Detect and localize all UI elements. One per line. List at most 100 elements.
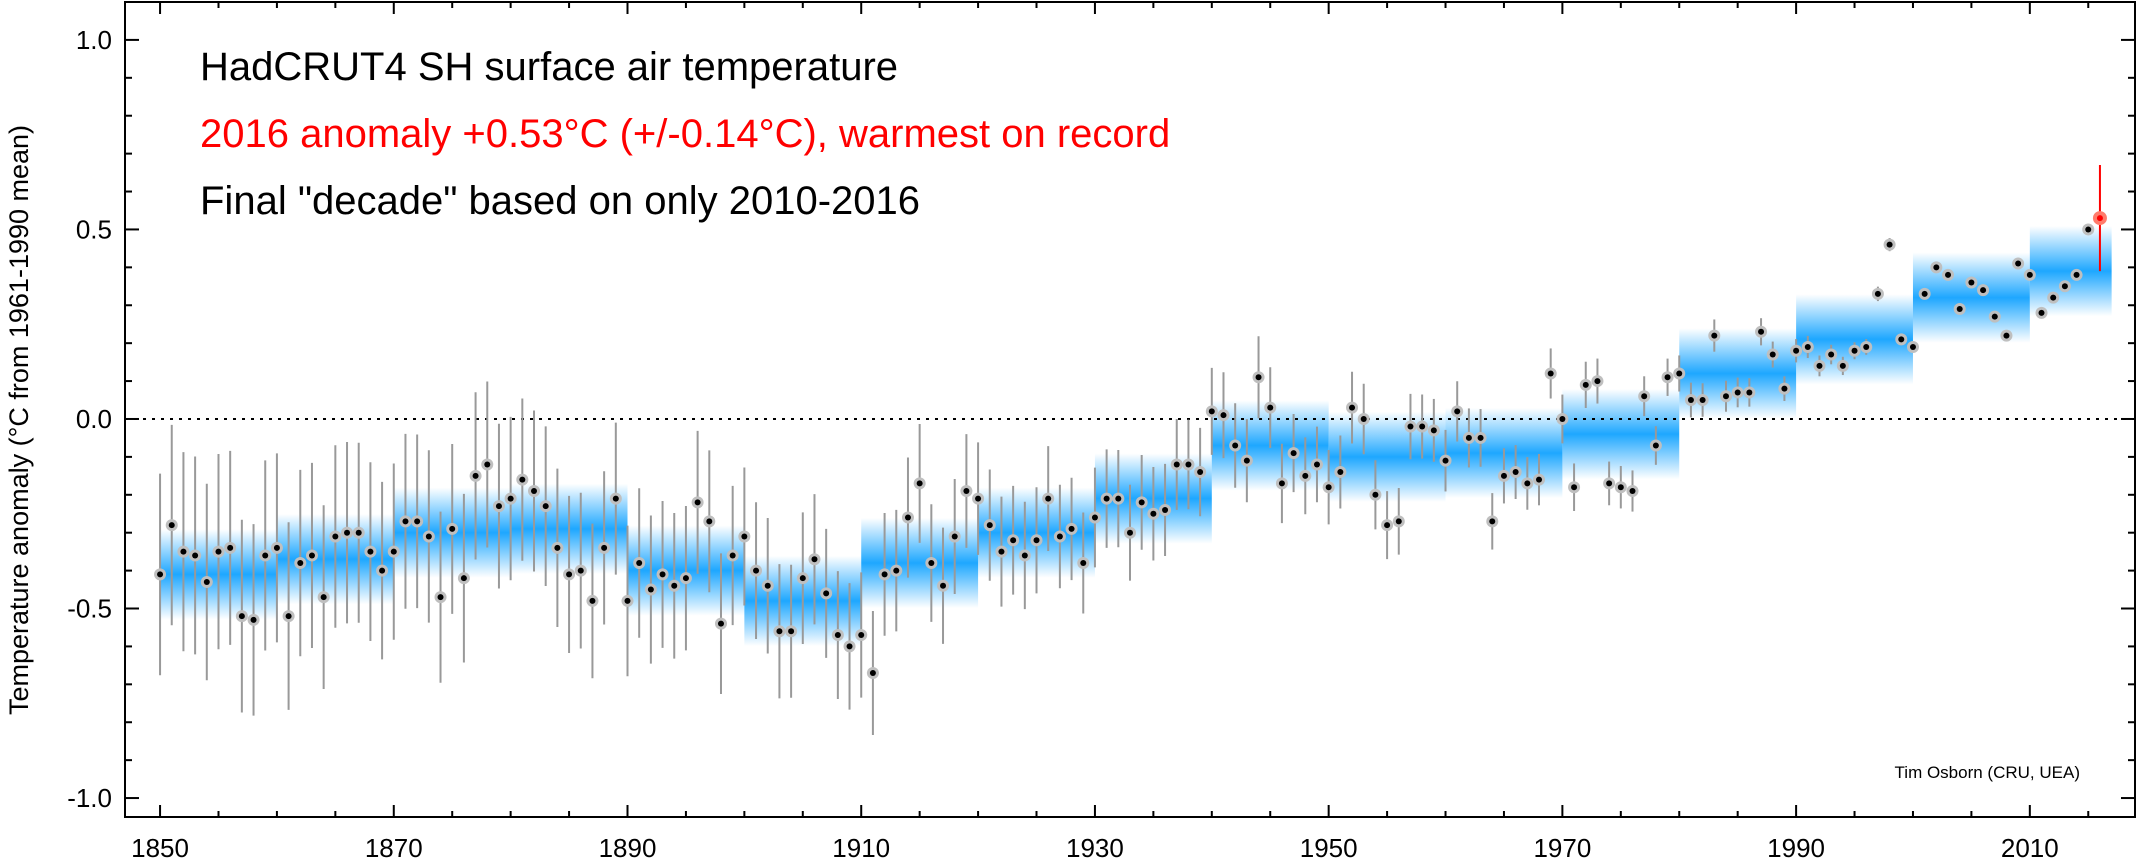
data-point bbox=[1933, 264, 1940, 271]
y-tick-label: 1.0 bbox=[76, 25, 112, 55]
data-point bbox=[1372, 491, 1379, 498]
data-point bbox=[1255, 374, 1262, 381]
data-point bbox=[1360, 415, 1367, 422]
data-point bbox=[951, 533, 958, 540]
data-point bbox=[647, 586, 654, 593]
data-point bbox=[2038, 309, 2045, 316]
data-point bbox=[1430, 427, 1437, 434]
data-point bbox=[542, 503, 549, 510]
data-point bbox=[2015, 260, 2022, 267]
data-point bbox=[1594, 378, 1601, 385]
data-point bbox=[963, 488, 970, 494]
data-point bbox=[1898, 336, 1905, 343]
data-points-layer bbox=[154, 211, 2107, 679]
data-point bbox=[1676, 370, 1683, 377]
x-tick-label: 1910 bbox=[832, 833, 890, 863]
data-point bbox=[1804, 343, 1811, 350]
y-tick-label: 0.0 bbox=[76, 404, 112, 434]
data-point bbox=[741, 533, 748, 540]
data-point bbox=[1652, 442, 1659, 449]
data-point bbox=[823, 590, 830, 597]
data-point bbox=[1536, 476, 1543, 483]
y-tick-label: 0.5 bbox=[76, 214, 112, 244]
data-point bbox=[1921, 290, 1928, 297]
data-point bbox=[180, 548, 187, 555]
data-point bbox=[1571, 484, 1578, 491]
x-tick-label: 1990 bbox=[1767, 833, 1825, 863]
data-point bbox=[601, 544, 608, 551]
data-point bbox=[1909, 343, 1916, 350]
x-tick-label: 1970 bbox=[1533, 833, 1591, 863]
data-point bbox=[1687, 397, 1694, 404]
data-point bbox=[2026, 271, 2033, 278]
data-point bbox=[1629, 488, 1636, 494]
data-point bbox=[1465, 434, 1472, 441]
data-point bbox=[460, 575, 467, 582]
data-point bbox=[788, 628, 795, 635]
data-point bbox=[975, 495, 982, 502]
data-point bbox=[1874, 290, 1881, 297]
data-point bbox=[1056, 533, 1063, 540]
data-point bbox=[1699, 397, 1706, 404]
data-point bbox=[250, 616, 257, 623]
data-point bbox=[1127, 529, 1133, 536]
chart-annotation-record: 2016 anomaly +0.53°C (+/-0.14°C), warmes… bbox=[200, 112, 1170, 156]
x-tick-label: 1870 bbox=[365, 833, 423, 863]
data-point bbox=[1243, 457, 1250, 464]
data-point bbox=[554, 544, 561, 551]
x-tick-label: 1950 bbox=[1300, 833, 1358, 863]
data-point bbox=[1068, 525, 1075, 532]
data-point bbox=[1150, 510, 1157, 517]
data-point bbox=[449, 525, 456, 532]
data-point bbox=[799, 575, 806, 582]
data-point bbox=[1197, 469, 1204, 476]
data-point bbox=[1512, 469, 1519, 476]
data-point bbox=[1010, 537, 1017, 544]
data-point bbox=[1173, 461, 1180, 468]
data-point bbox=[1477, 434, 1484, 441]
data-point bbox=[776, 628, 783, 635]
data-point bbox=[285, 613, 292, 620]
data-point bbox=[1407, 423, 1414, 430]
data-point bbox=[1395, 518, 1402, 525]
data-point bbox=[402, 518, 409, 525]
x-tick-label: 1890 bbox=[599, 833, 657, 863]
data-point bbox=[764, 582, 771, 589]
data-point bbox=[1886, 241, 1893, 248]
data-point bbox=[1839, 362, 1846, 369]
data-point bbox=[215, 548, 222, 555]
data-point bbox=[484, 461, 491, 468]
data-point bbox=[1769, 351, 1776, 358]
data-point bbox=[273, 544, 280, 551]
data-point bbox=[717, 620, 724, 627]
x-tick-label: 2010 bbox=[2001, 833, 2059, 863]
data-point bbox=[1267, 404, 1274, 411]
data-point bbox=[519, 476, 526, 483]
data-point bbox=[694, 499, 701, 506]
data-point bbox=[2085, 226, 2092, 233]
data-point bbox=[495, 503, 502, 510]
data-point bbox=[1302, 472, 1309, 479]
data-point bbox=[262, 552, 269, 559]
data-point bbox=[1384, 522, 1391, 529]
data-point bbox=[1617, 484, 1624, 491]
data-point bbox=[192, 552, 199, 559]
data-point bbox=[1664, 374, 1671, 381]
data-point bbox=[1956, 306, 1963, 313]
data-point bbox=[881, 571, 888, 578]
axis-ticks-layer: 1850 1870 1890 1910 1930 1950 1970 1990 2010 -1.0… bbox=[67, 2, 2135, 863]
data-point bbox=[1185, 461, 1192, 468]
data-point bbox=[869, 669, 876, 676]
chart-annotation-note: Final "decade" based on only 2010-2016 bbox=[200, 179, 920, 223]
data-point bbox=[1816, 362, 1823, 369]
data-point bbox=[1582, 381, 1589, 388]
data-point bbox=[297, 560, 304, 567]
data-point bbox=[706, 518, 713, 525]
data-point bbox=[1454, 408, 1461, 415]
data-point bbox=[612, 495, 619, 502]
data-point bbox=[367, 548, 374, 555]
data-point bbox=[1851, 347, 1858, 354]
data-point bbox=[1337, 469, 1344, 476]
data-point bbox=[1313, 461, 1320, 468]
data-point bbox=[1232, 442, 1239, 449]
